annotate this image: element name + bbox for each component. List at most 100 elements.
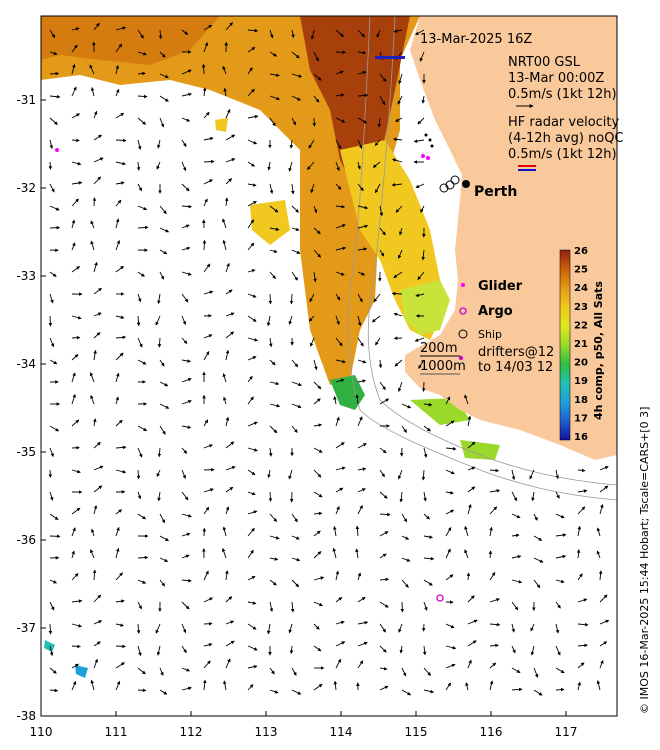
velocity-vector [379,398,390,405]
velocity-vector [136,315,141,327]
velocity-vector [489,622,501,627]
velocity-vector [159,689,168,695]
velocity-vector [269,359,276,366]
velocity-vector [423,425,431,432]
velocity-vector [71,573,79,581]
velocity-vector [391,291,403,296]
velocity-vector [269,29,274,39]
velocity-vector [335,139,342,150]
velocity-vector [391,183,403,187]
velocity-vector [158,29,163,40]
colorbar-tick-label: 16 [574,432,588,443]
velocity-vector [225,466,236,471]
velocity-vector [181,447,188,454]
velocity-vector [93,485,103,493]
velocity-vector [577,489,588,493]
velocity-vector [489,662,497,669]
velocity-vector [420,205,425,213]
velocity-vector [93,505,98,515]
velocity-vector [555,645,561,656]
velocity-vector [445,526,452,537]
velocity-vector [269,557,279,561]
velocity-vector [379,227,386,236]
velocity-vector [137,94,148,99]
velocity-vector [71,138,80,143]
velocity-vector [357,183,364,192]
y-tick-label: -31 [16,93,36,107]
velocity-vector [71,63,76,75]
velocity-vector [137,491,142,500]
hf-title: HF radar velocity [508,115,620,130]
velocity-vector [423,402,433,407]
velocity-vector [247,575,256,581]
velocity-vector [313,491,323,498]
velocity-vector [467,619,478,625]
velocity-vector [357,488,366,493]
velocity-vector [156,469,161,478]
velocity-vector [115,623,124,627]
velocity-vector [335,487,344,493]
velocity-vector [467,441,476,449]
velocity-vector [290,601,295,613]
velocity-vector [49,645,54,656]
velocity-vector [71,663,80,669]
velocity-vector [401,579,409,588]
velocity-vector [445,420,455,427]
velocity-vector [247,201,257,207]
velocity-vector [599,659,604,669]
velocity-vector [93,594,102,603]
velocity-vector [599,485,609,493]
velocity-vector [155,315,161,326]
velocity-vector [533,689,543,696]
velocity-vector [71,680,77,691]
velocity-vector [202,239,207,251]
velocity-vector [379,381,386,391]
velocity-vector [49,293,54,304]
velocity-vector [181,667,191,672]
velocity-vector [247,337,259,342]
velocity-vector [313,227,321,235]
velocity-vector [445,682,451,691]
velocity-vector [399,491,404,503]
velocity-vector [555,533,567,537]
y-tick-label: -36 [16,533,36,547]
velocity-vector [423,556,435,561]
y-tick-label: -34 [16,357,36,371]
nrt-scale: 0.5m/s (1kt 12h) [508,87,617,102]
velocity-vector [157,491,161,502]
y-tick-label: -33 [16,269,36,283]
velocity-vector [225,158,236,163]
velocity-vector [181,378,192,383]
velocity-vector [247,242,255,251]
velocity-vector [247,47,256,53]
nrt-track [375,56,405,59]
velocity-vector [137,183,143,192]
velocity-vector [511,579,523,584]
velocity-vector [71,335,81,340]
velocity-vector [392,137,403,142]
velocity-vector [137,139,142,150]
velocity-vector [376,29,381,38]
y-tick-label: -32 [16,181,36,195]
velocity-vector [223,396,227,405]
velocity-vector [49,139,54,149]
x-tick-label: 112 [180,725,203,739]
velocity-vector [269,73,280,77]
contour-200-label: 200m [420,341,457,356]
velocity-vector [335,378,345,383]
velocity-vector [247,114,259,119]
velocity-vector [313,623,320,630]
velocity-vector [357,271,366,276]
velocity-vector [332,547,337,559]
velocity-vector [159,535,170,542]
colorbar-tick-label: 26 [574,246,588,257]
velocity-vector [269,667,275,675]
velocity-vector [157,139,161,149]
velocity-vector [465,682,469,691]
velocity-vector [159,359,165,367]
velocity-vector [203,488,214,493]
velocity-vector [599,504,604,515]
city-perth: Perth [474,184,517,200]
colorbar-tick-label: 25 [574,265,588,276]
velocity-vector [445,446,457,451]
